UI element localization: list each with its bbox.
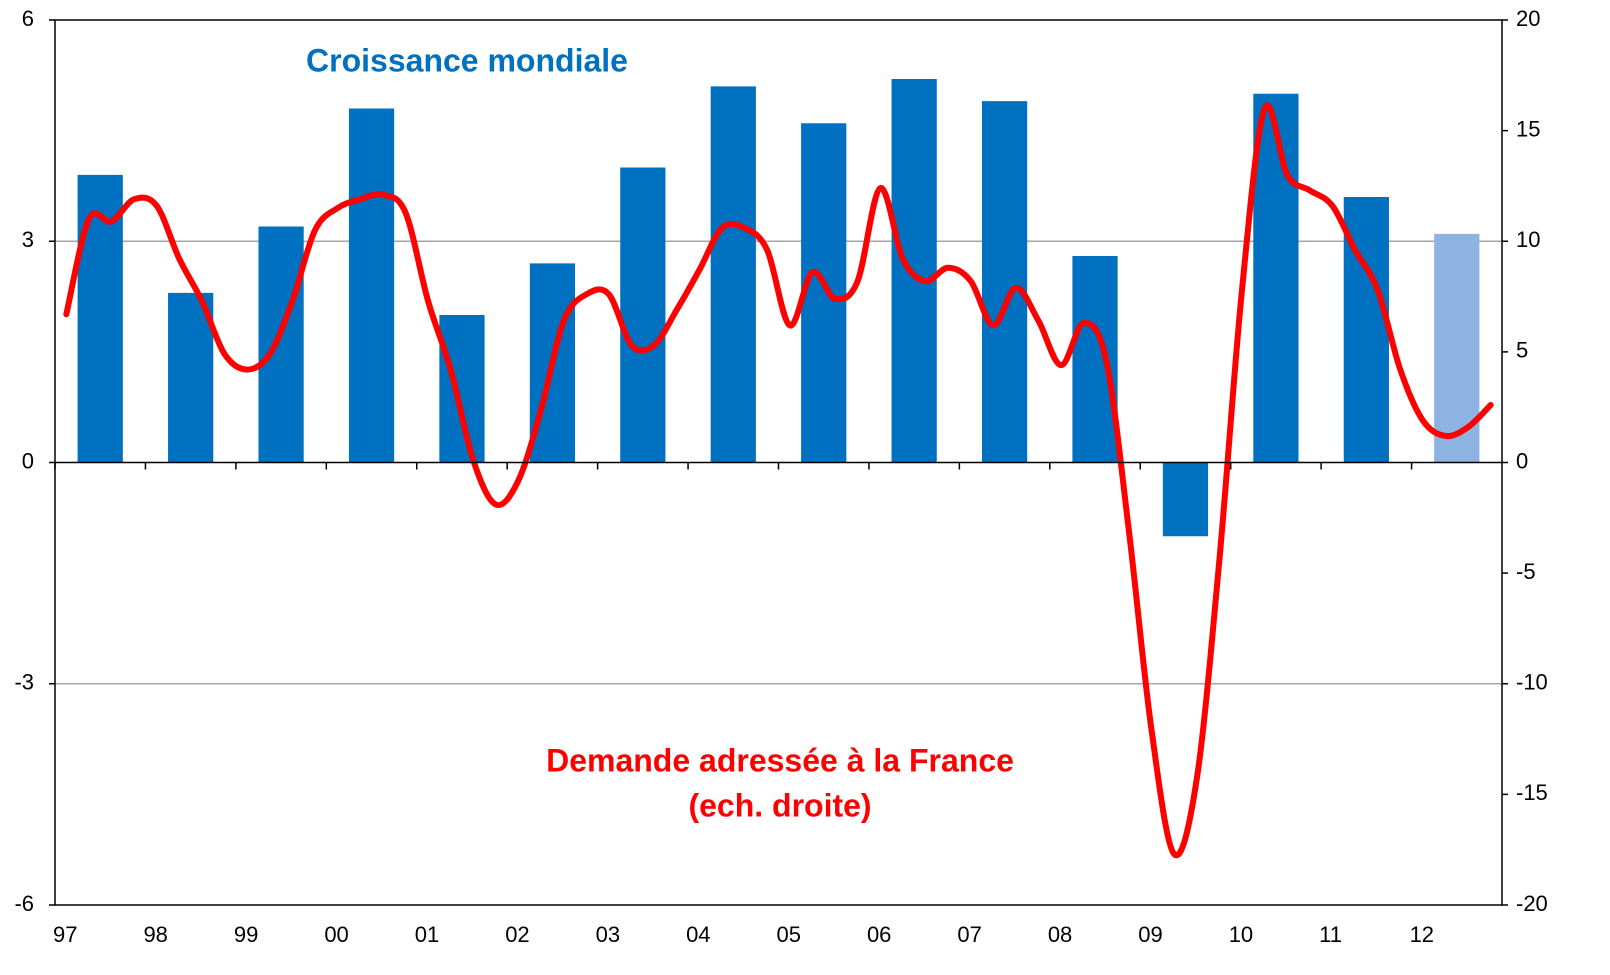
- plot-frame: [54, 19, 1503, 906]
- x-tick-label: 00: [324, 922, 348, 947]
- bar: [981, 101, 1028, 463]
- x-tick-label: 06: [867, 922, 891, 947]
- y2-tick-label: 15: [1516, 116, 1540, 141]
- y-tick-label: -3: [14, 670, 34, 695]
- y2-tick-label: -15: [1516, 780, 1548, 805]
- bar-series-label: Croissance mondiale: [306, 42, 628, 78]
- x-tick-label: 08: [1048, 922, 1072, 947]
- bar: [710, 86, 756, 463]
- annotation: (ech. droite): [688, 787, 871, 823]
- x-tick-label: 10: [1229, 922, 1253, 947]
- y-tick-label: 3: [22, 227, 34, 252]
- y2-tick-label: -20: [1516, 891, 1548, 916]
- bar: [348, 108, 395, 463]
- x-tick-label: 01: [415, 922, 439, 947]
- bar: [258, 226, 304, 463]
- y-tick-label: 0: [22, 448, 34, 473]
- y2-tick-label: -5: [1516, 559, 1536, 584]
- bar: [1253, 93, 1299, 463]
- y2-tick-label: 5: [1516, 338, 1528, 363]
- x-tick-label: 99: [234, 922, 258, 947]
- x-tick-label: 05: [777, 922, 801, 947]
- line: [63, 102, 1494, 859]
- bar: [801, 123, 847, 463]
- x-tick-label: 02: [505, 922, 529, 947]
- x-tick-label: 97: [53, 922, 77, 947]
- line-series-label: Demande adressée à la France: [546, 742, 1014, 778]
- line-layer: [63, 102, 1494, 859]
- bar: [620, 167, 666, 463]
- bar: [439, 315, 485, 463]
- x-tick-label: 07: [957, 922, 981, 947]
- y-tick-label: 6: [22, 6, 34, 31]
- y2-tick-label: 20: [1516, 6, 1540, 31]
- x-tick-label: 03: [596, 922, 620, 947]
- y2-tick-label: 10: [1516, 227, 1540, 252]
- bar: [1072, 256, 1118, 463]
- y2-tick-label: -10: [1516, 670, 1548, 695]
- bar: [168, 292, 214, 463]
- x-tick-label: 11: [1319, 922, 1342, 947]
- x-tick-label: 98: [143, 922, 167, 947]
- x-tick-label: 12: [1410, 922, 1434, 947]
- y-tick-label: -6: [14, 891, 34, 916]
- x-tick-label: 09: [1138, 922, 1162, 947]
- x-tick-label: 04: [686, 922, 710, 947]
- bar: [891, 79, 937, 463]
- bar: [1434, 233, 1480, 463]
- y2-tick-label: 0: [1516, 448, 1528, 473]
- bar: [1162, 462, 1209, 537]
